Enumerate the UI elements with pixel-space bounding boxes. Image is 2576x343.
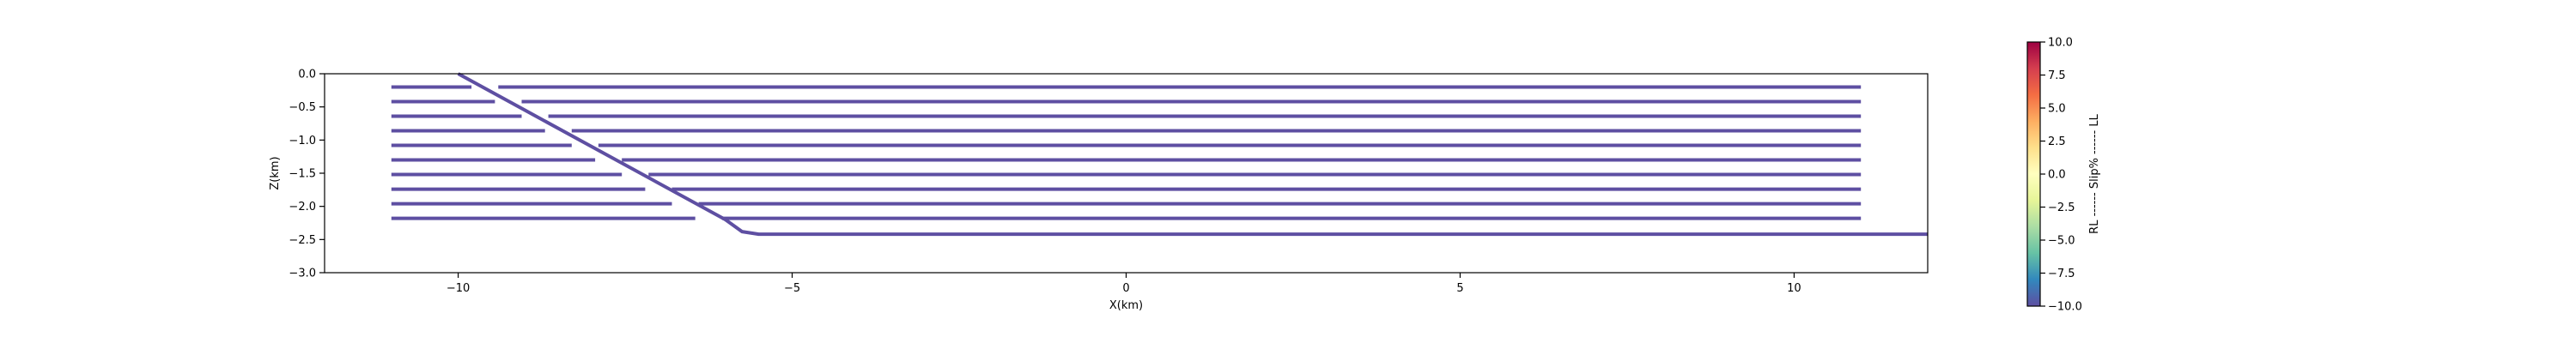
y-tick-label: −1.5 [289,168,316,181]
colorbar-tick-label: 10.0 [2048,37,2073,50]
colorbar-tick-label: −7.5 [2048,268,2075,280]
y-axis-label: Z(km) [269,156,282,190]
y-tick-label: 0.0 [298,69,316,81]
colorbar-tick-label: 0.0 [2048,169,2066,182]
x-tick-label: −5 [784,282,800,295]
colorbar-gradient [2027,42,2040,306]
colorbar-tick-label: 2.5 [2048,135,2066,148]
colorbar-tick-label: −10.0 [2048,301,2082,314]
colorbar: 10.0 7.5 5.0 2.5 0.0 −2.5 −5.0 −7.5 −10.0 RL ----… [2026,37,2101,314]
x-tick-label: 0 [1122,282,1129,295]
y-tick-label: −2.0 [289,201,316,214]
main-plot-area: −10 −5 0 5 10 0.0 −0.5 −1.0 −1.5 −2.0 −2.5 −3.0 X(km… [269,69,1929,312]
colorbar-tick-label: 7.5 [2048,69,2066,82]
fault-main-line [457,72,1928,237]
y-tick-label: −0.5 [289,101,316,114]
colorbar-tick-label: −2.5 [2048,202,2075,214]
x-tick-label: 10 [1787,282,1801,295]
y-tick-label: −3.0 [289,268,316,280]
colorbar-label: RL ------ Slip% ------ LL [2088,113,2101,233]
x-tick-label: −10 [447,282,470,295]
x-axis-label: X(km) [1109,299,1143,312]
y-tick-label: −2.5 [289,234,316,247]
y-tick-label: −1.0 [289,135,316,147]
x-tick-label: 5 [1456,282,1463,295]
colorbar-tick-label: −5.0 [2048,235,2075,248]
colorbar-tick-label: 5.0 [2048,103,2066,116]
